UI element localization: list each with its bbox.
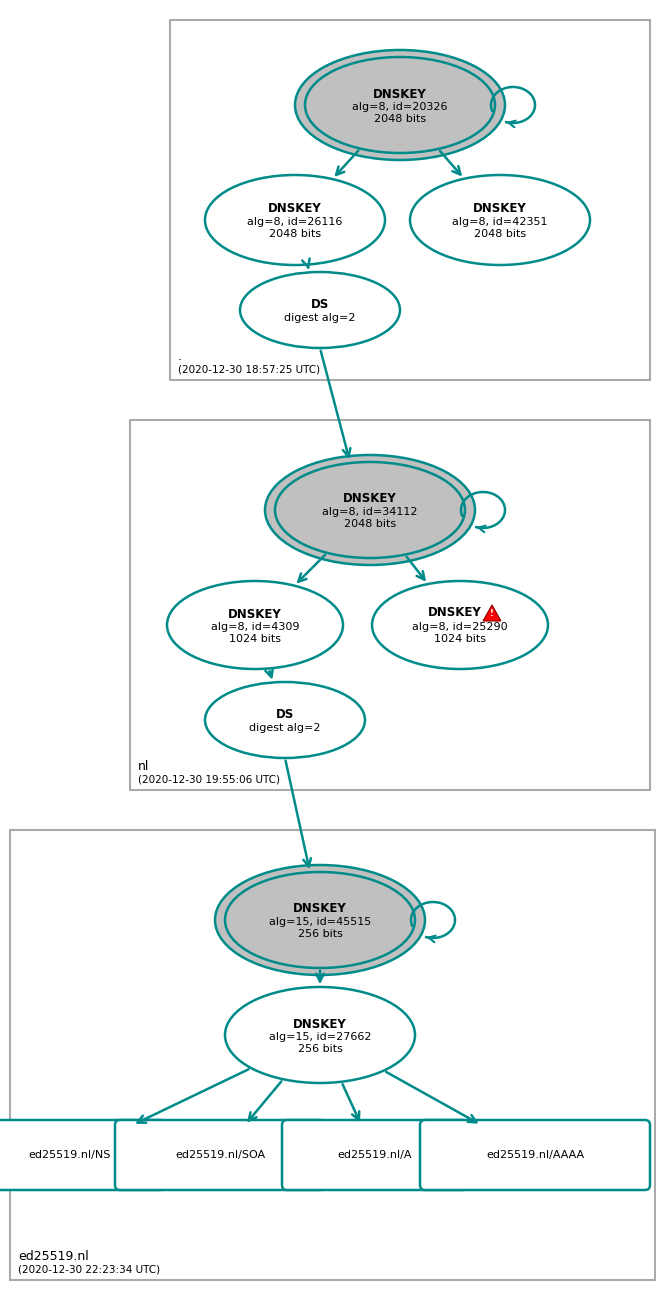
Text: DNSKEY: DNSKEY [293,903,347,916]
Text: DNSKEY: DNSKEY [373,87,427,100]
Text: alg=8, id=25290: alg=8, id=25290 [412,622,508,632]
Bar [10,830,655,1280]
Polygon shape [483,605,501,621]
Text: DS: DS [276,708,294,721]
Text: DNSKEY: DNSKEY [343,493,397,506]
Ellipse shape [372,582,548,669]
Text: 2048 bits: 2048 bits [344,519,396,530]
Text: ed25519.nl: ed25519.nl [18,1250,89,1263]
Ellipse shape [205,682,365,758]
Text: !: ! [490,609,494,618]
Text: DNSKEY: DNSKEY [428,606,482,619]
Text: ed25519.nl/AAAA: ed25519.nl/AAAA [486,1150,584,1160]
Ellipse shape [240,272,400,347]
Ellipse shape [265,455,475,565]
FancyBboxPatch shape [282,1120,468,1190]
Text: 2048 bits: 2048 bits [474,229,526,239]
Ellipse shape [167,582,343,669]
Bar [170,20,650,380]
Text: 256 bits: 256 bits [297,1043,343,1054]
Text: ed25519.nl/A: ed25519.nl/A [338,1150,412,1160]
Text: DNSKEY: DNSKEY [268,203,322,216]
Ellipse shape [305,57,495,154]
Text: 1024 bits: 1024 bits [229,634,281,644]
Bar [130,420,650,790]
Ellipse shape [215,865,425,974]
Text: (2020-12-30 18:57:25 UTC): (2020-12-30 18:57:25 UTC) [178,366,320,375]
FancyBboxPatch shape [115,1120,325,1190]
Ellipse shape [275,462,465,558]
Text: DNSKEY: DNSKEY [473,203,527,216]
Text: DNSKEY: DNSKEY [228,608,282,621]
Text: alg=8, id=42351: alg=8, id=42351 [452,217,548,226]
Text: alg=8, id=26116: alg=8, id=26116 [247,217,343,226]
Text: alg=15, id=45515: alg=15, id=45515 [269,917,371,928]
Text: (2020-12-30 19:55:06 UTC): (2020-12-30 19:55:06 UTC) [138,775,280,785]
FancyBboxPatch shape [420,1120,650,1190]
Text: .: . [178,350,182,363]
Ellipse shape [205,176,385,265]
Text: ed25519.nl/NS: ed25519.nl/NS [29,1150,111,1160]
Text: DS: DS [311,298,329,311]
Ellipse shape [225,987,415,1082]
Text: DNSKEY: DNSKEY [293,1017,347,1030]
Text: (2020-12-30 22:23:34 UTC): (2020-12-30 22:23:34 UTC) [18,1265,160,1275]
FancyBboxPatch shape [0,1120,165,1190]
Text: alg=8, id=34112: alg=8, id=34112 [322,507,418,516]
Text: 1024 bits: 1024 bits [434,634,486,644]
Ellipse shape [225,872,415,968]
Text: alg=8, id=20326: alg=8, id=20326 [352,101,448,112]
Text: 256 bits: 256 bits [297,929,343,939]
Text: nl: nl [138,760,149,773]
Text: 2048 bits: 2048 bits [374,114,426,124]
Text: digest alg=2: digest alg=2 [284,314,356,323]
Ellipse shape [295,49,505,160]
Text: ed25519.nl/SOA: ed25519.nl/SOA [175,1150,265,1160]
Ellipse shape [410,176,590,265]
Text: 2048 bits: 2048 bits [269,229,321,239]
Text: alg=8, id=4309: alg=8, id=4309 [210,622,299,632]
Text: alg=15, id=27662: alg=15, id=27662 [269,1032,371,1042]
Text: digest alg=2: digest alg=2 [249,723,321,732]
